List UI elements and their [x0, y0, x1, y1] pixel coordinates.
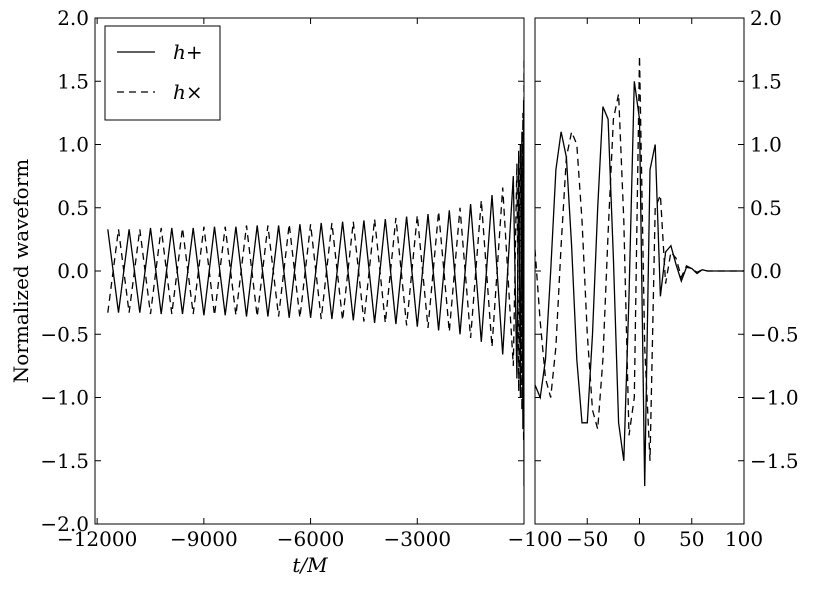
y-tick-label: −2.0: [40, 512, 89, 536]
x-tick-label: −50: [566, 527, 608, 551]
y-tick-label: 0.0: [57, 259, 89, 283]
legend-box: [104, 25, 221, 121]
x-tick-label: −3000: [383, 527, 451, 551]
x-tick-label: 50: [679, 527, 704, 551]
x-tick-label: 0: [633, 527, 646, 551]
series-line: [535, 55, 744, 461]
legend-label: h×: [173, 80, 203, 104]
y-tick-label: −0.5: [40, 322, 89, 346]
y-tick-label: 1.5: [57, 69, 89, 93]
series-line: [107, 100, 524, 487]
y-tick-label: 0.5: [750, 196, 782, 220]
y-tick-label: −1.0: [40, 386, 89, 410]
y-tick-label: −1.5: [40, 449, 89, 473]
y-tick-label: −1.0: [750, 386, 799, 410]
x-tick-label: −12000: [57, 527, 137, 551]
x-tick-label: −100: [508, 527, 563, 551]
y-tick-label: 1.5: [750, 69, 782, 93]
series-line: [535, 81, 744, 487]
x-axis-label: t/M: [292, 553, 328, 577]
y-tick-label: −0.5: [750, 322, 799, 346]
y-tick-label: 0.5: [57, 196, 89, 220]
series-line: [107, 55, 524, 442]
x-tick-label: 100: [725, 527, 763, 551]
legend-label: h+: [173, 40, 203, 64]
y-tick-label: 1.0: [750, 133, 782, 157]
x-tick-label: −6000: [277, 527, 345, 551]
y-tick-label: 1.0: [57, 133, 89, 157]
y-tick-label: 2.0: [750, 6, 782, 30]
y-axis-label: Normalized waveform: [9, 159, 33, 383]
y-tick-label: −1.5: [750, 449, 799, 473]
x-tick-label: −9000: [170, 527, 238, 551]
y-tick-label: 0.0: [750, 259, 782, 283]
y-tick-label: 2.0: [57, 6, 89, 30]
